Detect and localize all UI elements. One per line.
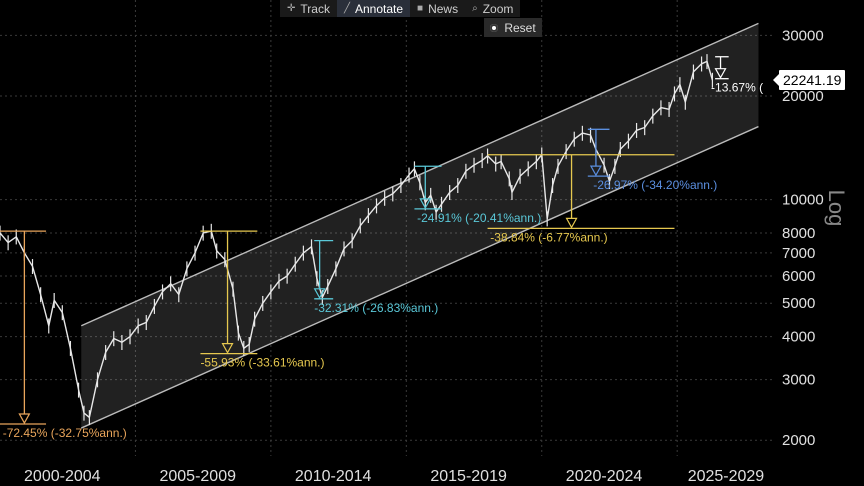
channel-upper-line <box>80 22 759 327</box>
toolbar-label: Zoom <box>482 1 514 16</box>
drawdown-label: -26.97% (-34.20%ann.) <box>593 178 717 192</box>
drawdown-annotation: -55.93% (-33.61%ann.) <box>200 230 325 370</box>
drawdown-annotation: -26.97% (-34.20%ann.) <box>587 128 717 192</box>
drawdown-label: -24.91% (-20.41%ann.) <box>417 211 541 225</box>
toolbar-zoom-button[interactable]: ⌕ Zoom <box>465 0 520 17</box>
toolbar-label: Annotate <box>354 1 404 16</box>
y-tick-label: 30000 <box>782 27 824 44</box>
toolbar-label: News <box>428 1 459 16</box>
drawdown-label: -13.67% ( <box>711 81 763 95</box>
crosshair-icon: ✛ <box>287 3 296 14</box>
drawdown-annotation: -38.84% (-6.77%ann.) <box>487 154 675 244</box>
y-tick-label: 6000 <box>782 268 815 285</box>
x-tick-label: 2010-2014 <box>295 468 372 485</box>
drawdown-arrow <box>565 217 578 229</box>
drawdown-annotation: -32.31% (-26.83%ann.) <box>313 239 438 315</box>
last-price-tag: 22241.19 <box>772 70 846 90</box>
magnifier-icon: ⌕ <box>472 3 478 14</box>
log-scale-label[interactable]: Log <box>824 189 849 227</box>
drawdown-annotation: -13.67% ( <box>711 56 763 95</box>
x-tick-label: 2025-2029 <box>688 468 765 485</box>
y-tick-label: 8000 <box>782 225 815 242</box>
drawdown-arrow <box>221 343 234 354</box>
toolbar-annotate-button[interactable]: ╱ Annotate <box>336 0 411 17</box>
drawdown-annotation: -24.91% (-20.41%ann.) <box>414 165 541 225</box>
reset-button[interactable]: Reset <box>484 18 542 37</box>
x-tick-label: 2020-2024 <box>566 468 643 485</box>
drawdown-arrow <box>18 413 31 425</box>
drawdown-label: -72.45% (-32.75%ann.) <box>3 426 127 440</box>
chart-toolbar: ✛ Track ╱ Annotate ■ News ⌕ Zoom <box>280 0 521 17</box>
y-tick-label: 10000 <box>782 192 824 209</box>
toolbar-label: Track <box>300 1 330 16</box>
pencil-icon: ╱ <box>343 3 350 14</box>
x-tick-label: 2015-2019 <box>430 468 507 485</box>
y-tick-label: 7000 <box>782 245 815 262</box>
drawdown-annotation: -72.45% (-32.75%ann.) <box>0 230 127 440</box>
channel-lower-line <box>80 125 759 429</box>
drawdown-arrow <box>714 68 727 79</box>
reset-label: Reset <box>504 20 536 35</box>
drawdown-arrow <box>589 165 602 177</box>
drawdown-arrow <box>419 198 432 210</box>
drawdown-label: -38.84% (-6.77%ann.) <box>490 230 607 244</box>
toolbar-news-button[interactable]: ■ News <box>410 0 465 17</box>
price-series-line <box>0 60 714 419</box>
news-icon: ■ <box>417 3 424 14</box>
y-tick-label: 20000 <box>782 88 824 105</box>
drawdown-arrow <box>313 288 326 300</box>
reset-radio-icon <box>490 23 499 32</box>
y-tick-label: 2000 <box>782 432 815 449</box>
y-tick-label: 4000 <box>782 329 815 346</box>
y-tick-label: 3000 <box>782 372 815 389</box>
x-tick-label: 2005-2009 <box>159 468 236 485</box>
drawdown-label: -55.93% (-33.61%ann.) <box>200 356 324 370</box>
drawdown-label: -32.31% (-26.83%ann.) <box>314 301 438 315</box>
channel-band <box>81 23 759 429</box>
x-tick-label: 2000-2004 <box>24 468 101 485</box>
toolbar-track-button[interactable]: ✛ Track <box>280 0 337 17</box>
y-tick-label: 5000 <box>782 295 815 312</box>
